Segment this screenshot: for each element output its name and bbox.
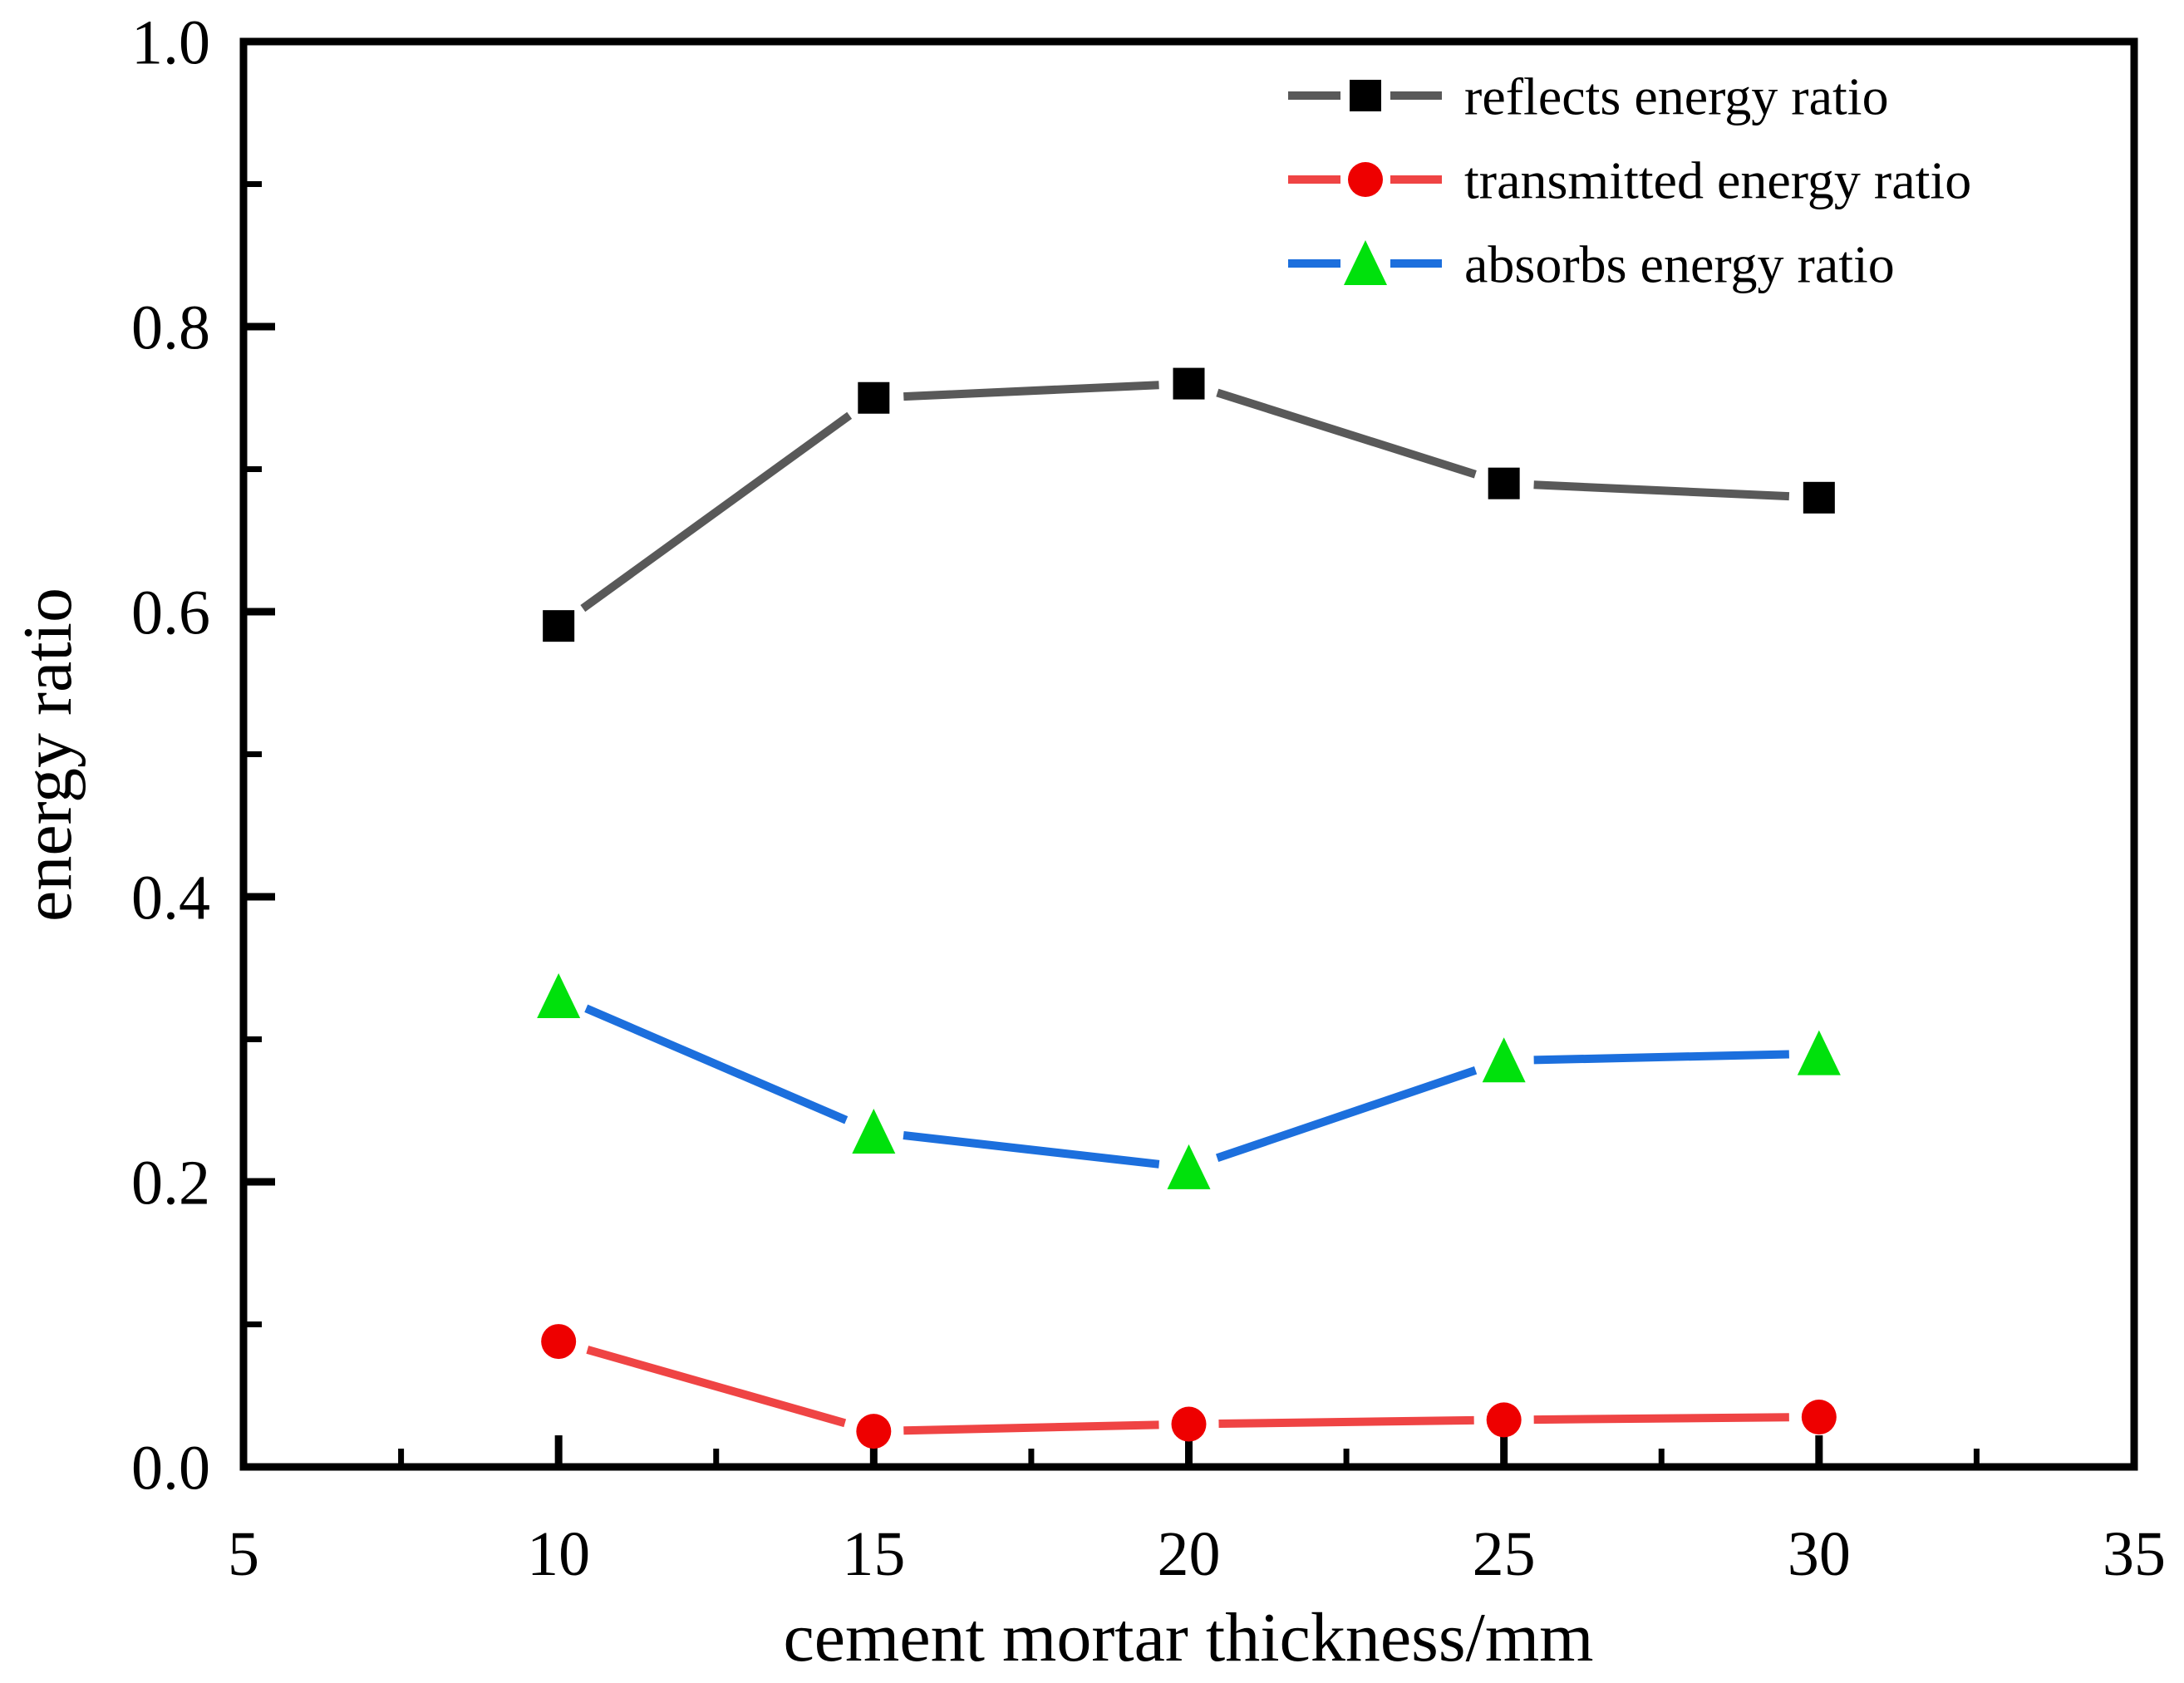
x-tick-label: 15: [842, 1519, 905, 1589]
legend: reflects energy ratio transmitted energy …: [1288, 66, 1971, 293]
legend-label: reflects energy ratio: [1464, 66, 1889, 125]
axis-tick-labels: 5 10 15 20 25 30 35 0.0 0.2 0.4 0.6 0.8 1.0: [131, 8, 2166, 1589]
x-axis-title: cement mortar thickness/mm: [783, 1599, 1593, 1676]
circle-marker: [1486, 1402, 1522, 1438]
y-axis-title: energy ratio: [9, 588, 86, 922]
circle-marker: [1801, 1399, 1837, 1434]
series-line-segment: [580, 411, 853, 613]
square-marker: [858, 381, 890, 414]
data-series: [537, 367, 1841, 1449]
series-line-segment: [1215, 1066, 1478, 1163]
circle-marker: [1171, 1406, 1207, 1442]
x-tick-label: 10: [527, 1519, 590, 1589]
series-line-segment: [903, 381, 1159, 401]
legend-entry: transmitted energy ratio: [1288, 150, 1971, 209]
series-line-segment: [1218, 1415, 1474, 1429]
y-tick-label: 1.0: [131, 8, 210, 78]
legend-entry: reflects energy ratio: [1288, 66, 1889, 125]
circle-marker: [541, 1324, 577, 1360]
y-tick-label: 0.0: [131, 1434, 210, 1503]
legend-circle-marker: [1348, 162, 1383, 197]
triangle-marker: [852, 1108, 896, 1154]
series-line-segment: [903, 1420, 1159, 1435]
series-line-segment: [586, 1346, 847, 1428]
x-tick-label: 25: [1473, 1519, 1536, 1589]
square-marker: [1173, 367, 1205, 400]
legend-entry: absorbs energy ratio: [1288, 234, 1895, 293]
series-line-segment: [1533, 480, 1790, 501]
series-line-segment: [1216, 388, 1477, 479]
series-transmitted: [541, 1324, 1837, 1449]
legend-label: transmitted energy ratio: [1464, 150, 1971, 209]
square-marker: [1488, 467, 1520, 499]
series-reflects: [543, 367, 1835, 642]
series-line-segment: [1533, 1050, 1789, 1065]
triangle-marker: [1482, 1037, 1526, 1083]
x-tick-label: 35: [2103, 1519, 2166, 1589]
series-line-segment: [1533, 1413, 1789, 1425]
series-absorbs: [537, 973, 1841, 1189]
series-line-segment: [584, 1004, 849, 1124]
y-tick-label: 0.8: [131, 293, 210, 363]
y-tick-label: 0.6: [131, 578, 210, 648]
triangle-marker: [1167, 1144, 1211, 1189]
y-tick-label: 0.2: [131, 1149, 210, 1218]
circle-marker: [856, 1414, 892, 1449]
x-tick-label: 20: [1158, 1519, 1221, 1589]
triangle-marker: [1797, 1030, 1841, 1075]
x-tick-label: 30: [1788, 1519, 1851, 1589]
triangle-marker: [537, 973, 581, 1019]
plot-frame: [239, 37, 2138, 1471]
legend-label: absorbs energy ratio: [1464, 234, 1895, 293]
square-marker: [1803, 481, 1835, 514]
series-line-segment: [903, 1131, 1160, 1169]
x-tick-label: 5: [228, 1519, 259, 1589]
square-marker: [543, 610, 575, 642]
legend-triangle-marker: [1344, 240, 1387, 285]
legend-square-marker: [1350, 80, 1381, 111]
y-tick-label: 0.4: [131, 864, 210, 933]
